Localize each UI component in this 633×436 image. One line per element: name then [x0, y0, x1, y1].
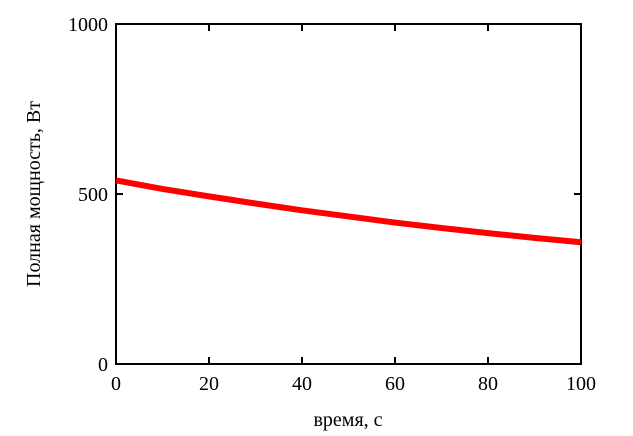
y-tick-label: 0 — [98, 354, 108, 376]
x-axis-label: время, с — [313, 409, 382, 431]
x-tick-label: 100 — [566, 373, 596, 395]
x-tick-label: 60 — [385, 373, 405, 395]
y-axis-label: Полная мощность, Вт — [23, 101, 45, 287]
x-tick-label: 80 — [478, 373, 498, 395]
x-tick-label: 0 — [111, 373, 121, 395]
series-group — [115, 177, 582, 246]
y-tick-label: 1000 — [68, 14, 108, 36]
y-tick-label: 500 — [78, 184, 108, 206]
x-tick-label: 20 — [199, 373, 219, 395]
x-tick-label: 40 — [292, 373, 312, 395]
series-line-0 — [115, 177, 582, 246]
axis-ticks — [115, 23, 582, 365]
